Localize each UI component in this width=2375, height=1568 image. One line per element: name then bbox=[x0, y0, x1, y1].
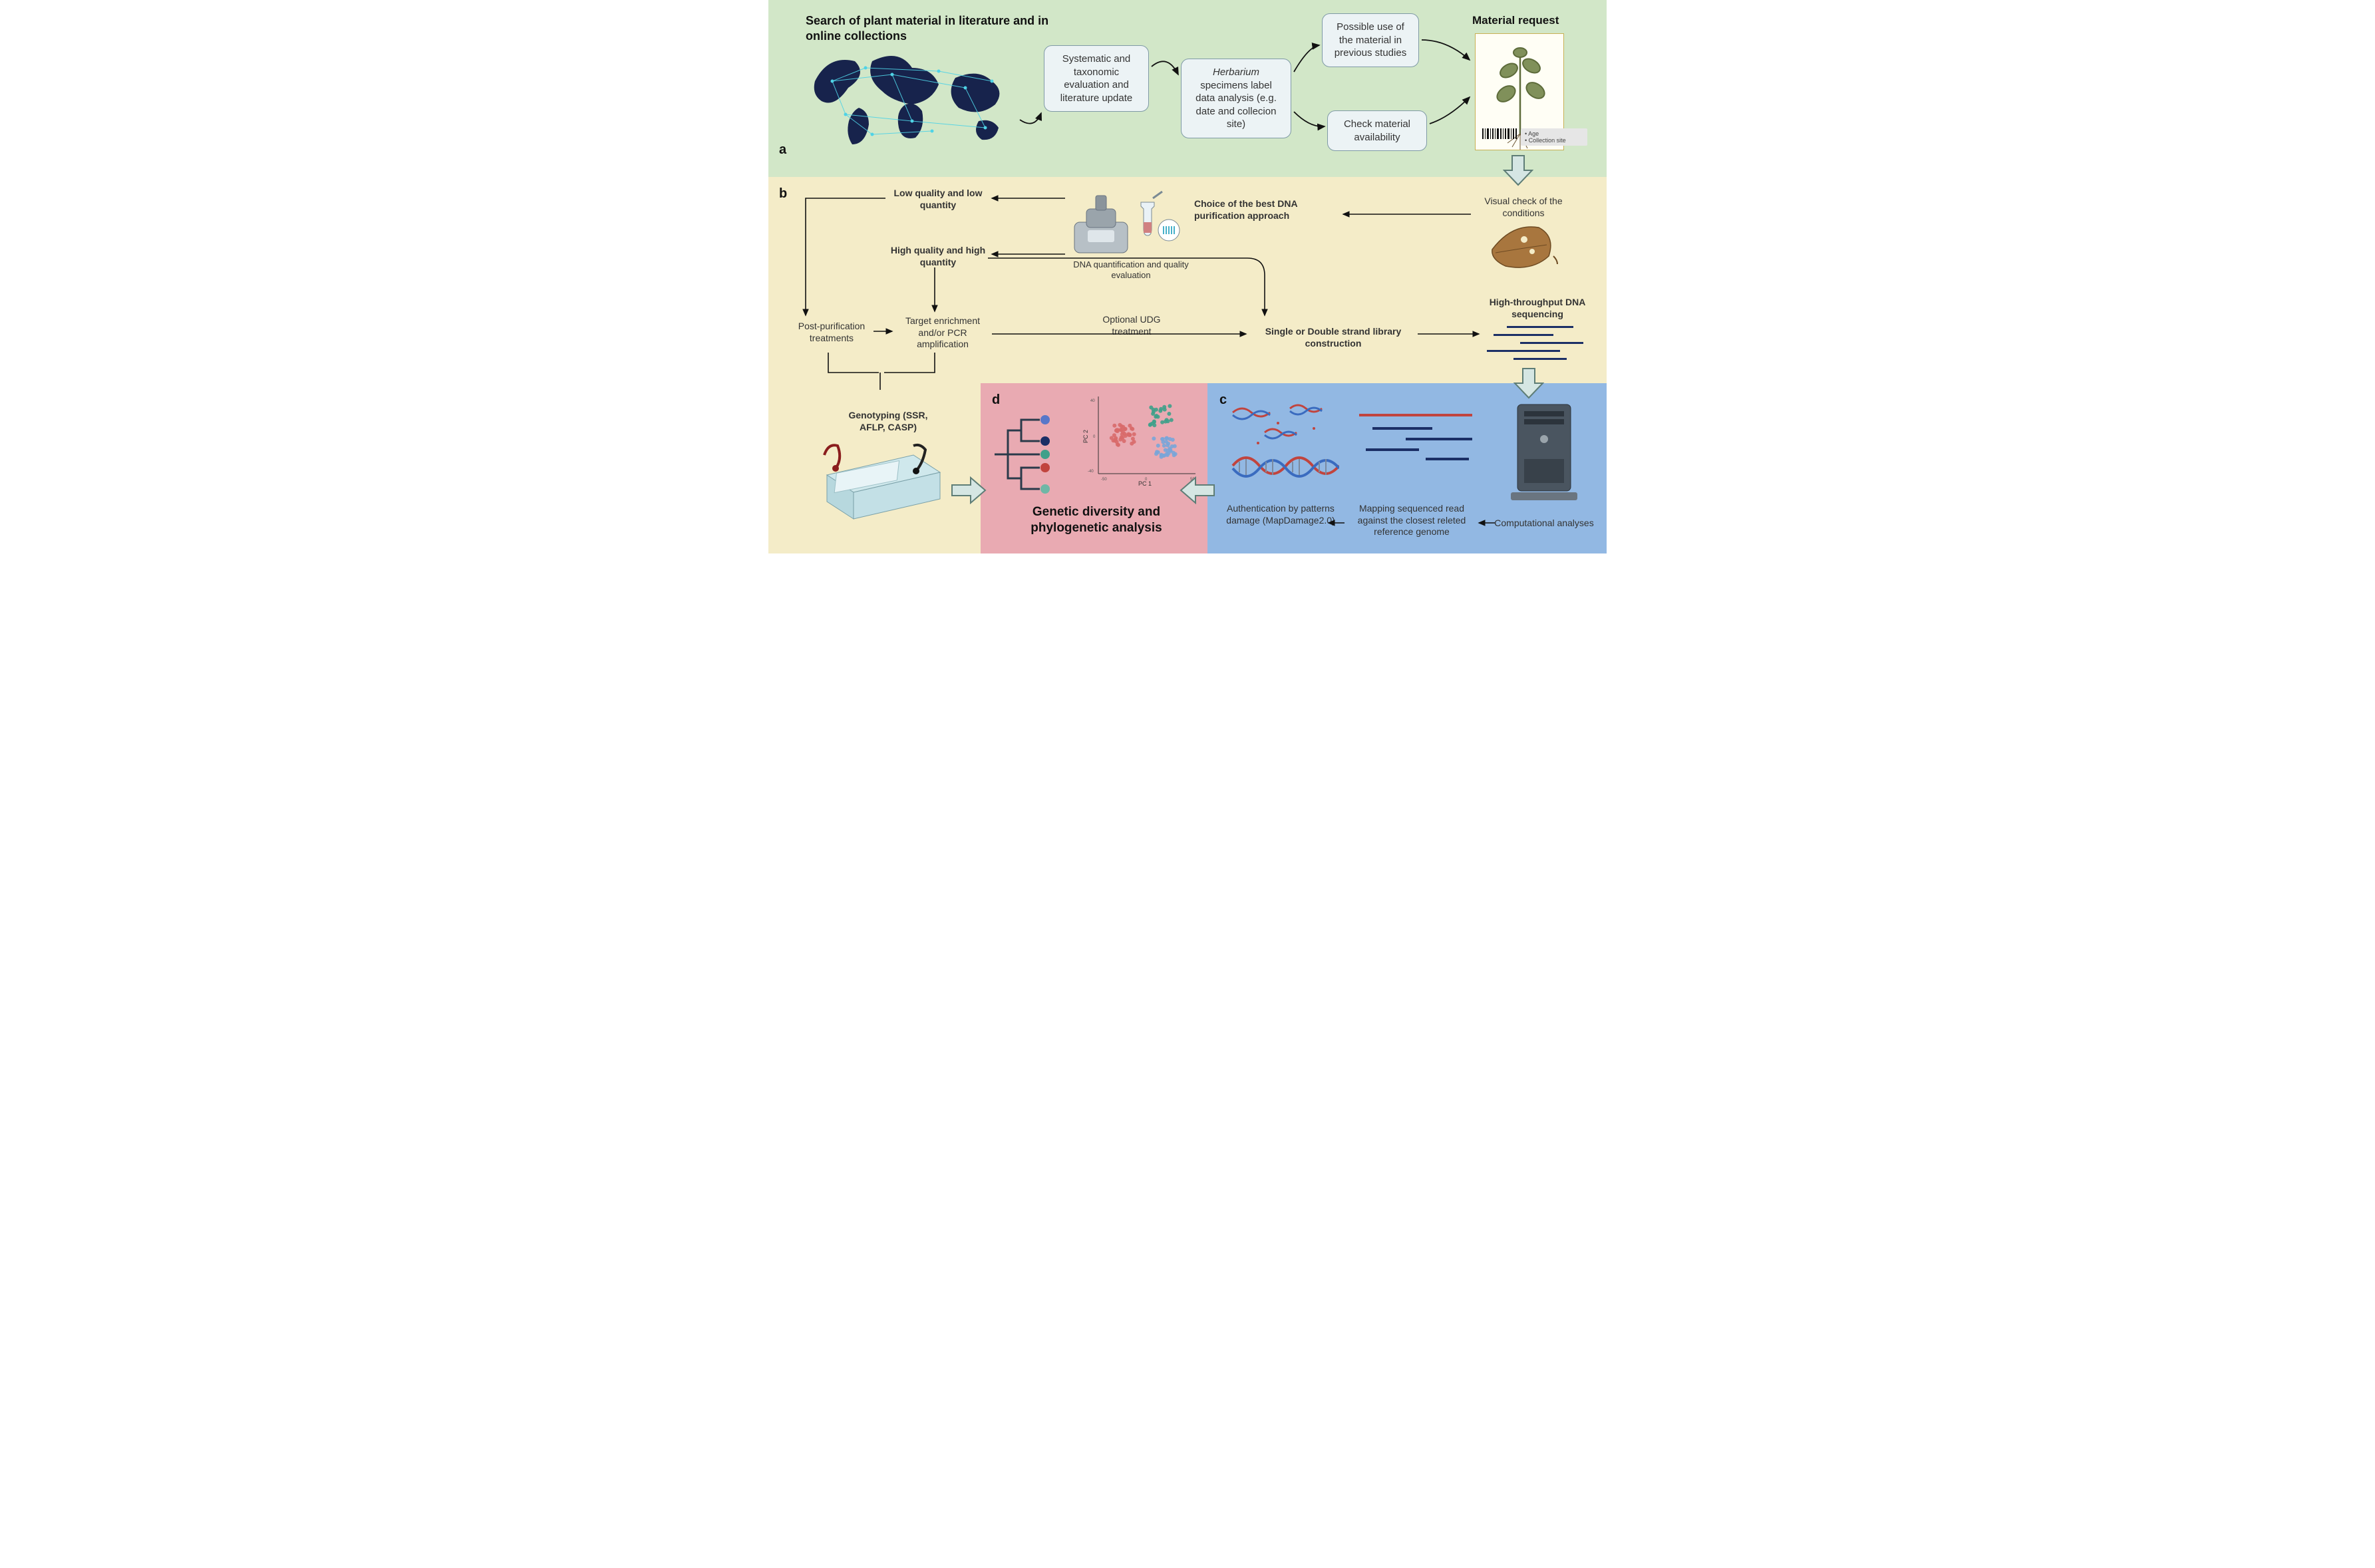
title-genetic-diversity: Genetic diversity and phylogenetic analy… bbox=[1000, 504, 1193, 536]
svg-text:0: 0 bbox=[1093, 435, 1096, 439]
workflow-figure: a b c d Search of plant material in lite… bbox=[768, 0, 1607, 553]
gel-electrophoresis-icon bbox=[814, 442, 953, 535]
panel-c-arrows bbox=[1207, 383, 1607, 553]
panel-label-d: d bbox=[992, 392, 1000, 408]
svg-text:-50: -50 bbox=[1101, 478, 1107, 482]
right-arrow-to-d bbox=[951, 476, 987, 504]
pca-scatter-icon: PC 1 PC 2 -50050 400-40 bbox=[1081, 390, 1201, 490]
panel-b-arrows bbox=[768, 177, 1607, 390]
label-genotyping: Genotyping (SSR, AFLP, CASP) bbox=[835, 410, 941, 433]
svg-text:-40: -40 bbox=[1088, 470, 1094, 474]
scatter-ylabel: PC 2 bbox=[1082, 430, 1089, 443]
svg-text:40: 40 bbox=[1090, 399, 1095, 403]
panel-a-arrows bbox=[768, 0, 1607, 177]
phylogenetic-tree-icon bbox=[992, 411, 1078, 498]
